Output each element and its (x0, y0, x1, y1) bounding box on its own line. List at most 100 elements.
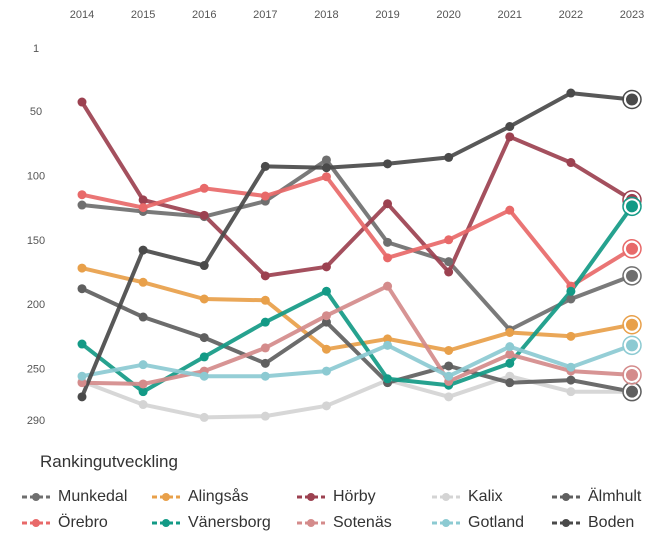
series-lines (80, 91, 634, 420)
data-point-orebro (260, 191, 270, 201)
data-point-gotland (138, 360, 148, 370)
legend-label: Sotenäs (333, 514, 392, 531)
legend-item-almhult: Älmhult (550, 488, 641, 506)
data-point-horby (77, 97, 87, 107)
x-tick-label: 2014 (70, 9, 94, 21)
data-point-horby (321, 262, 331, 272)
data-point-sotenas (624, 366, 640, 383)
data-point-gotland (505, 342, 515, 352)
legend-item-vanersborg: Vänersborg (150, 514, 271, 532)
legend-item-kalix: Kalix (430, 488, 503, 506)
data-point-gotland (566, 362, 576, 372)
data-point-vanersborg (260, 317, 270, 327)
data-point-sotenas (138, 379, 148, 389)
series-line-almhult (80, 286, 634, 394)
y-tick-label: 50 (30, 106, 42, 118)
data-point-vanersborg (321, 286, 331, 296)
series-line-orebro (80, 174, 634, 289)
legend-swatch (297, 493, 325, 501)
data-point-alingsas (566, 331, 576, 341)
x-tick-label: 2020 (436, 9, 460, 21)
data-point-kalix (260, 411, 270, 421)
data-point-almhult (505, 378, 515, 388)
x-axis-labels: 2014 2015 2016 2017 2018 2019 2020 2021 2022 2023 (70, 9, 644, 21)
data-point-boden (321, 163, 331, 173)
data-point-munkedal (444, 257, 454, 267)
data-point-almhult (321, 317, 331, 327)
legend-swatch (152, 519, 180, 527)
data-point-boden (566, 88, 576, 98)
data-point-kalix (321, 401, 331, 411)
x-tick-label: 2019 (375, 9, 399, 21)
data-point-gotland (444, 371, 454, 381)
data-point-horby (199, 210, 209, 220)
data-point-almhult (260, 358, 270, 368)
data-point-kalix (199, 412, 209, 422)
data-point-kalix (444, 392, 454, 402)
series-line-alingsas (80, 266, 634, 353)
end-marker-ring-vanersborg (622, 196, 642, 217)
data-point-almhult (199, 333, 209, 343)
legend-swatch (552, 493, 580, 501)
data-point-gotland (383, 340, 393, 350)
legend-label: Älmhult (588, 488, 642, 505)
legend-item-boden: Boden (550, 514, 634, 532)
data-point-orebro (624, 240, 640, 257)
end-marker-ring-sotenas (622, 365, 642, 385)
data-point-sotenas (77, 378, 87, 388)
legend-label: Örebro (58, 514, 108, 531)
data-point-boden (199, 261, 209, 271)
data-point-almhult (566, 375, 576, 385)
data-point-boden (444, 152, 454, 162)
data-point-gotland (77, 371, 87, 381)
legend-swatch (152, 493, 180, 501)
x-tick-label: 2021 (498, 9, 522, 21)
data-point-munkedal (566, 294, 576, 304)
data-point-boden (77, 392, 87, 402)
legend-item-horby: Hörby (295, 488, 376, 506)
data-point-orebro (383, 253, 393, 263)
chart-legend: Munkedal Alingsås Hörby Kalix Älmhult Örebro V… (0, 488, 654, 540)
data-point-horby (505, 132, 515, 142)
data-point-kalix (505, 371, 515, 381)
data-point-alingsas (77, 263, 87, 273)
data-point-gotland (199, 371, 209, 381)
x-tick-label: 2016 (192, 9, 216, 21)
data-point-horby (138, 195, 148, 205)
y-tick-label: 150 (27, 235, 45, 247)
legend-item-alingsas: Alingsås (150, 488, 248, 506)
data-point-vanersborg (383, 374, 393, 384)
data-point-boden (624, 91, 640, 108)
legend-swatch (22, 519, 50, 527)
series-line-horby (80, 100, 634, 278)
data-point-orebro (505, 205, 515, 215)
legend-swatch (22, 493, 50, 501)
data-point-boden (138, 245, 148, 255)
legend-label: Munkedal (58, 488, 128, 505)
legend-swatch (432, 519, 460, 527)
legend-label: Hörby (333, 488, 376, 505)
data-point-alingsas (383, 334, 393, 344)
x-tick-label: 2018 (314, 9, 338, 21)
data-point-orebro (138, 203, 148, 213)
data-point-sotenas (383, 281, 393, 291)
data-point-munkedal (624, 267, 640, 284)
data-point-vanersborg (199, 352, 209, 362)
data-point-boden (505, 122, 515, 132)
legend-item-munkedal: Munkedal (20, 488, 127, 506)
data-point-alingsas (138, 277, 148, 287)
data-point-orebro (199, 183, 209, 193)
legend-swatch (552, 519, 580, 527)
series-line-kalix (80, 374, 634, 420)
end-marker-ring-boden (622, 89, 642, 110)
data-point-sotenas (505, 349, 515, 359)
legend-label: Kalix (468, 488, 503, 505)
x-tick-label: 2022 (559, 9, 583, 21)
end-marker-ring-orebro (622, 239, 642, 259)
y-tick-label: 100 (27, 170, 45, 182)
data-point-alingsas (505, 327, 515, 337)
y-tick-label: 250 (27, 364, 45, 376)
data-point-boden (260, 161, 270, 171)
data-point-munkedal (321, 155, 331, 165)
